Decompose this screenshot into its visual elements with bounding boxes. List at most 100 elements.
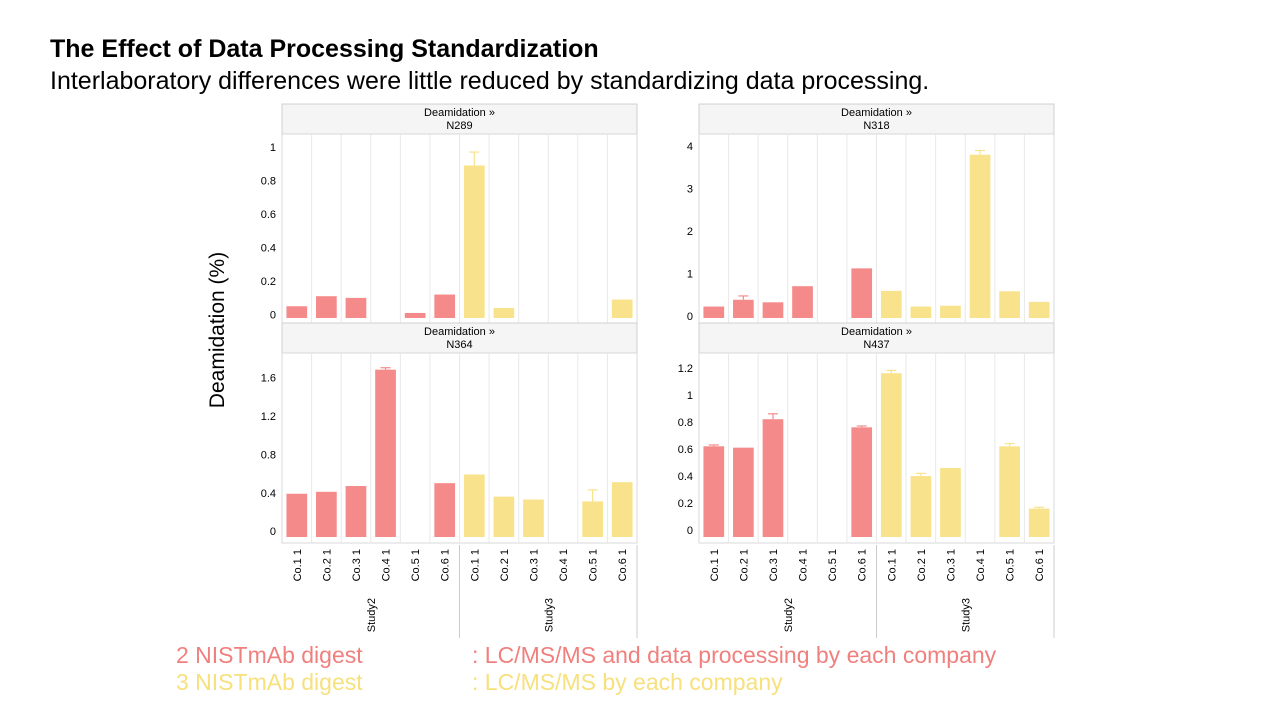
group-label: Study3 [543, 598, 555, 632]
bar [611, 299, 633, 318]
bar [999, 291, 1020, 318]
x-tick-label: Co.1 1 [469, 549, 481, 581]
bar [910, 306, 932, 318]
bar [316, 296, 337, 318]
x-tick-label: Co.2 1 [916, 549, 928, 581]
bar [611, 482, 633, 537]
bar [1028, 508, 1050, 537]
panel-title-line2: N437 [863, 339, 889, 351]
x-tick-label: Co.5 1 [588, 549, 600, 581]
y-tick-label: 0 [687, 525, 693, 537]
panel-top-right: Deamidation »N318 0 1 2 3 4 [687, 103, 1055, 325]
bar [880, 373, 902, 537]
bar [703, 306, 725, 318]
bar [493, 496, 515, 537]
y-tick-label: 0 [270, 310, 276, 322]
panel-title-line1: Deamidation » [841, 326, 912, 338]
panel-title-line1: Deamidation » [424, 326, 495, 338]
bar [733, 299, 754, 318]
x-tick-label: Co.6 1 [617, 549, 629, 581]
bar [940, 305, 961, 318]
bar [762, 419, 784, 537]
x-tick-label: Co.5 1 [1005, 549, 1017, 581]
y-tick-label: 0.6 [261, 209, 276, 221]
bar [851, 427, 873, 537]
x-tick-label: Co.4 1 [975, 549, 987, 581]
legend-desc-study2: : LC/MS/MS and data processing by each c… [472, 642, 997, 668]
y-tick-label: 0.4 [261, 243, 276, 255]
bar [463, 165, 485, 318]
y-tick-label: 1.6 [261, 372, 276, 384]
panel-header [281, 322, 638, 354]
x-tick-label: Co.5 1 [827, 549, 839, 581]
y-tick-label: 3 [687, 184, 693, 196]
x-tick-label: Co.1 1 [886, 549, 898, 581]
y-tick-label: 1 [687, 268, 693, 280]
panel-header [698, 322, 1055, 354]
bar [404, 312, 426, 318]
group-label: Study2 [366, 598, 378, 632]
slide-subtitle: Interlaboratory differences were little … [50, 67, 930, 95]
x-tick-label: Co.2 1 [738, 549, 750, 581]
y-tick-label: 2 [687, 226, 693, 238]
legend-desc-study3: : LC/MS/MS by each company [472, 669, 783, 695]
x-tick-label: Co.5 1 [410, 549, 422, 581]
panel-title-line2: N289 [446, 120, 472, 132]
y-tick-label: 0 [687, 311, 693, 323]
bar [733, 447, 754, 537]
x-tick-label: Co.3 1 [945, 549, 957, 581]
y-tick-label: 4 [687, 141, 693, 153]
group-label: Study3 [960, 598, 972, 632]
bar [969, 154, 991, 318]
bar [463, 474, 485, 537]
bar [316, 491, 337, 537]
x-tick-label: Co.1 1 [709, 549, 721, 581]
y-tick-label: 0.8 [678, 417, 693, 429]
legend-item-study2: 2 NISTmAb digest : LC/MS/MS and data pro… [176, 642, 996, 669]
y-tick-label: 0.8 [261, 449, 276, 461]
y-tick-label: 0.8 [261, 176, 276, 188]
y-tick-label: 0.2 [261, 276, 276, 288]
x-tick-label: Co.4 1 [558, 549, 570, 581]
bar [880, 290, 902, 318]
bar [286, 493, 308, 537]
bar [703, 446, 725, 537]
bar [434, 294, 456, 318]
legend-label-study3: 3 NISTmAb digest [176, 669, 363, 695]
x-tick-label: Co.3 1 [528, 549, 540, 581]
group-label: Study2 [783, 598, 795, 632]
x-tick-label: Co.2 1 [499, 549, 511, 581]
bar [523, 499, 544, 537]
bar [345, 297, 367, 318]
bar [762, 302, 784, 318]
y-tick-label: 1 [687, 390, 693, 402]
x-tick-label: Co.6 1 [857, 549, 869, 581]
bar [792, 286, 813, 318]
y-tick-label: 0 [270, 526, 276, 538]
legend-label-study2: 2 NISTmAb digest [176, 642, 363, 668]
panel-bottom-left: Deamidation »N364 0 0.4 0.8 1.2 1.6 Co.1 1 Co.2… [261, 322, 638, 638]
bar [286, 306, 308, 318]
bar [582, 501, 603, 537]
panel-title-line2: N318 [863, 120, 889, 132]
bar [1028, 301, 1050, 318]
bar [940, 467, 961, 537]
x-tick-label: Co.6 1 [1034, 549, 1046, 581]
y-tick-label: 1.2 [678, 363, 693, 375]
legend-item-study3: 3 NISTmAb digest : LC/MS/MS by each comp… [176, 669, 783, 696]
y-tick-label: 0.4 [261, 488, 276, 500]
x-tick-label: Co.2 1 [321, 549, 333, 581]
panel-top-left: Deamidation »N289 0 0.2 0.4 0.6 0.8 1 [261, 103, 638, 325]
bar [434, 483, 456, 537]
bar [345, 486, 367, 537]
x-tick-label: Co.3 1 [351, 549, 363, 581]
y-tick-label: 1.2 [261, 411, 276, 423]
x-tick-label: Co.3 1 [768, 549, 780, 581]
bar [375, 369, 396, 537]
bar [493, 307, 515, 318]
y-tick-label: 1 [270, 142, 276, 154]
panel-title-line1: Deamidation » [841, 107, 912, 119]
x-tick-label: Co.6 1 [440, 549, 452, 581]
bar [851, 268, 873, 318]
y-tick-label: 0.4 [678, 471, 693, 483]
